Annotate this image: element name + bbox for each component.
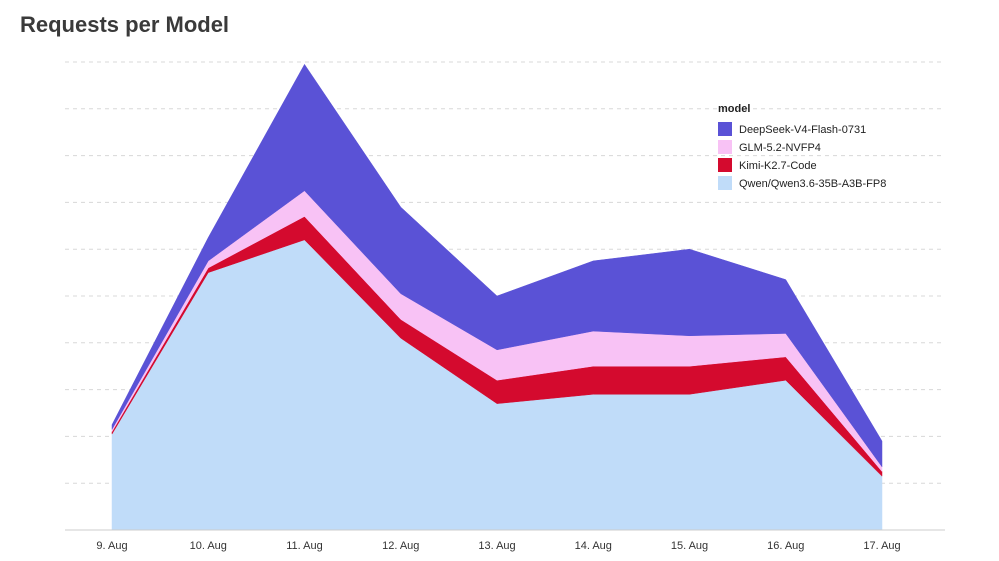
area-series-3: [111, 63, 883, 468]
x-tick-label: 11. Aug: [286, 540, 323, 552]
x-axis-ticks: 9. Aug 10. Aug 11. Aug 12. Aug 13. Aug 14. Au…: [96, 540, 900, 552]
legend-swatch: [718, 122, 732, 136]
legend-item[interactable]: DeepSeek-V4-Flash-0731: [718, 122, 866, 136]
x-tick-label: 15. Aug: [671, 540, 708, 552]
x-tick-label: 14. Aug: [575, 540, 612, 552]
legend-label: GLM-5.2-NVFP4: [739, 142, 821, 154]
legend-swatch: [718, 158, 732, 172]
x-tick-label: 16. Aug: [767, 540, 804, 552]
x-tick-label: 13. Aug: [478, 540, 515, 552]
legend-item[interactable]: Qwen/Qwen3.6-35B-A3B-FP8: [718, 176, 886, 190]
legend-label: Qwen/Qwen3.6-35B-A3B-FP8: [739, 178, 886, 190]
legend-label: DeepSeek-V4-Flash-0731: [739, 124, 866, 136]
legend-item[interactable]: Kimi-K2.7-Code: [718, 158, 817, 172]
x-tick-label: 12. Aug: [382, 540, 419, 552]
x-tick-label: 17. Aug: [863, 540, 900, 552]
x-tick-label: 10. Aug: [190, 540, 227, 552]
legend-title: model: [718, 103, 750, 115]
legend[interactable]: model DeepSeek-V4-Flash-0731 GLM-5.2-NVFP4…: [718, 103, 886, 190]
legend-swatch: [718, 140, 732, 154]
legend-swatch: [718, 176, 732, 190]
legend-label: Kimi-K2.7-Code: [739, 160, 817, 172]
chart-title: Requests per Model: [20, 12, 230, 37]
legend-item[interactable]: GLM-5.2-NVFP4: [718, 140, 821, 154]
x-tick-label: 9. Aug: [96, 540, 127, 552]
